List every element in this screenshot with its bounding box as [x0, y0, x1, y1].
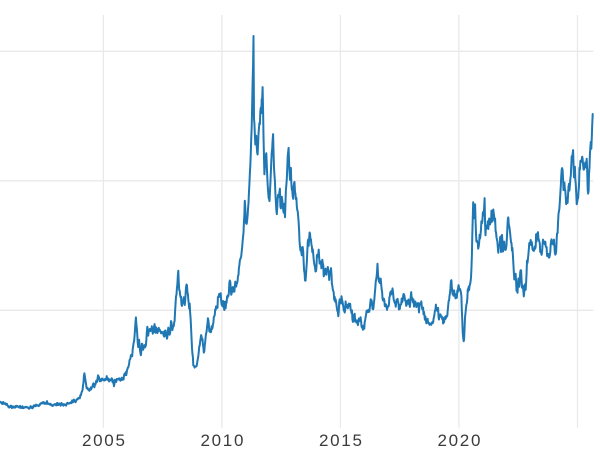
svg-text:2015: 2015: [319, 431, 364, 450]
svg-text:2005: 2005: [82, 431, 127, 450]
svg-text:2010: 2010: [200, 431, 245, 450]
svg-text:2020: 2020: [437, 431, 482, 450]
